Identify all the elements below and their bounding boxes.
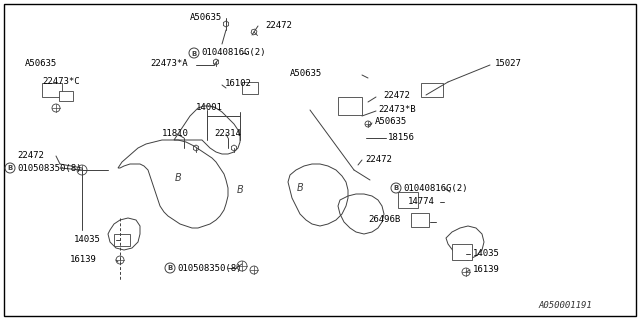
Text: 01040816G(2): 01040816G(2) bbox=[201, 49, 266, 58]
Text: 22472: 22472 bbox=[17, 150, 44, 159]
Text: A50635: A50635 bbox=[190, 13, 222, 22]
Text: 010508350(8): 010508350(8) bbox=[177, 263, 241, 273]
Text: A050001191: A050001191 bbox=[538, 301, 592, 310]
Text: A50635: A50635 bbox=[290, 69, 323, 78]
Text: A50635: A50635 bbox=[375, 117, 407, 126]
Text: 14035: 14035 bbox=[74, 236, 101, 244]
Bar bbox=[59, 91, 73, 101]
Text: 14774: 14774 bbox=[408, 197, 435, 206]
Text: 01040816G(2): 01040816G(2) bbox=[403, 183, 467, 193]
Text: B: B bbox=[8, 165, 13, 172]
Bar bbox=[114, 234, 130, 246]
Text: 22472: 22472 bbox=[365, 156, 392, 164]
Text: 22473*A: 22473*A bbox=[150, 59, 188, 68]
Bar bbox=[411, 213, 429, 227]
Bar bbox=[42, 83, 62, 97]
Text: 11810: 11810 bbox=[162, 129, 189, 138]
Bar bbox=[242, 82, 258, 94]
Text: 16139: 16139 bbox=[473, 266, 500, 275]
Text: B: B bbox=[394, 186, 399, 191]
Text: 26496B: 26496B bbox=[368, 215, 400, 225]
Text: B: B bbox=[175, 173, 181, 183]
Text: 22472: 22472 bbox=[265, 21, 292, 30]
Text: B: B bbox=[237, 185, 243, 195]
Text: B: B bbox=[191, 51, 196, 57]
Text: B: B bbox=[168, 266, 173, 271]
Text: 15027: 15027 bbox=[495, 59, 522, 68]
Text: 22314: 22314 bbox=[214, 129, 241, 138]
Text: A50635: A50635 bbox=[25, 59, 57, 68]
Text: 16139: 16139 bbox=[70, 255, 97, 265]
Bar bbox=[421, 83, 443, 97]
Text: 22473*C: 22473*C bbox=[42, 77, 79, 86]
Text: 14001: 14001 bbox=[196, 103, 223, 113]
Bar bbox=[398, 192, 418, 208]
Text: 010508350(8): 010508350(8) bbox=[17, 164, 81, 172]
Text: 16102: 16102 bbox=[225, 79, 252, 89]
Text: 18156: 18156 bbox=[388, 133, 415, 142]
Bar bbox=[338, 97, 362, 115]
Text: B: B bbox=[296, 183, 303, 193]
Text: 14035: 14035 bbox=[473, 250, 500, 259]
Bar bbox=[452, 244, 472, 260]
Text: 22472: 22472 bbox=[383, 92, 410, 100]
Text: 22473*B: 22473*B bbox=[378, 106, 415, 115]
